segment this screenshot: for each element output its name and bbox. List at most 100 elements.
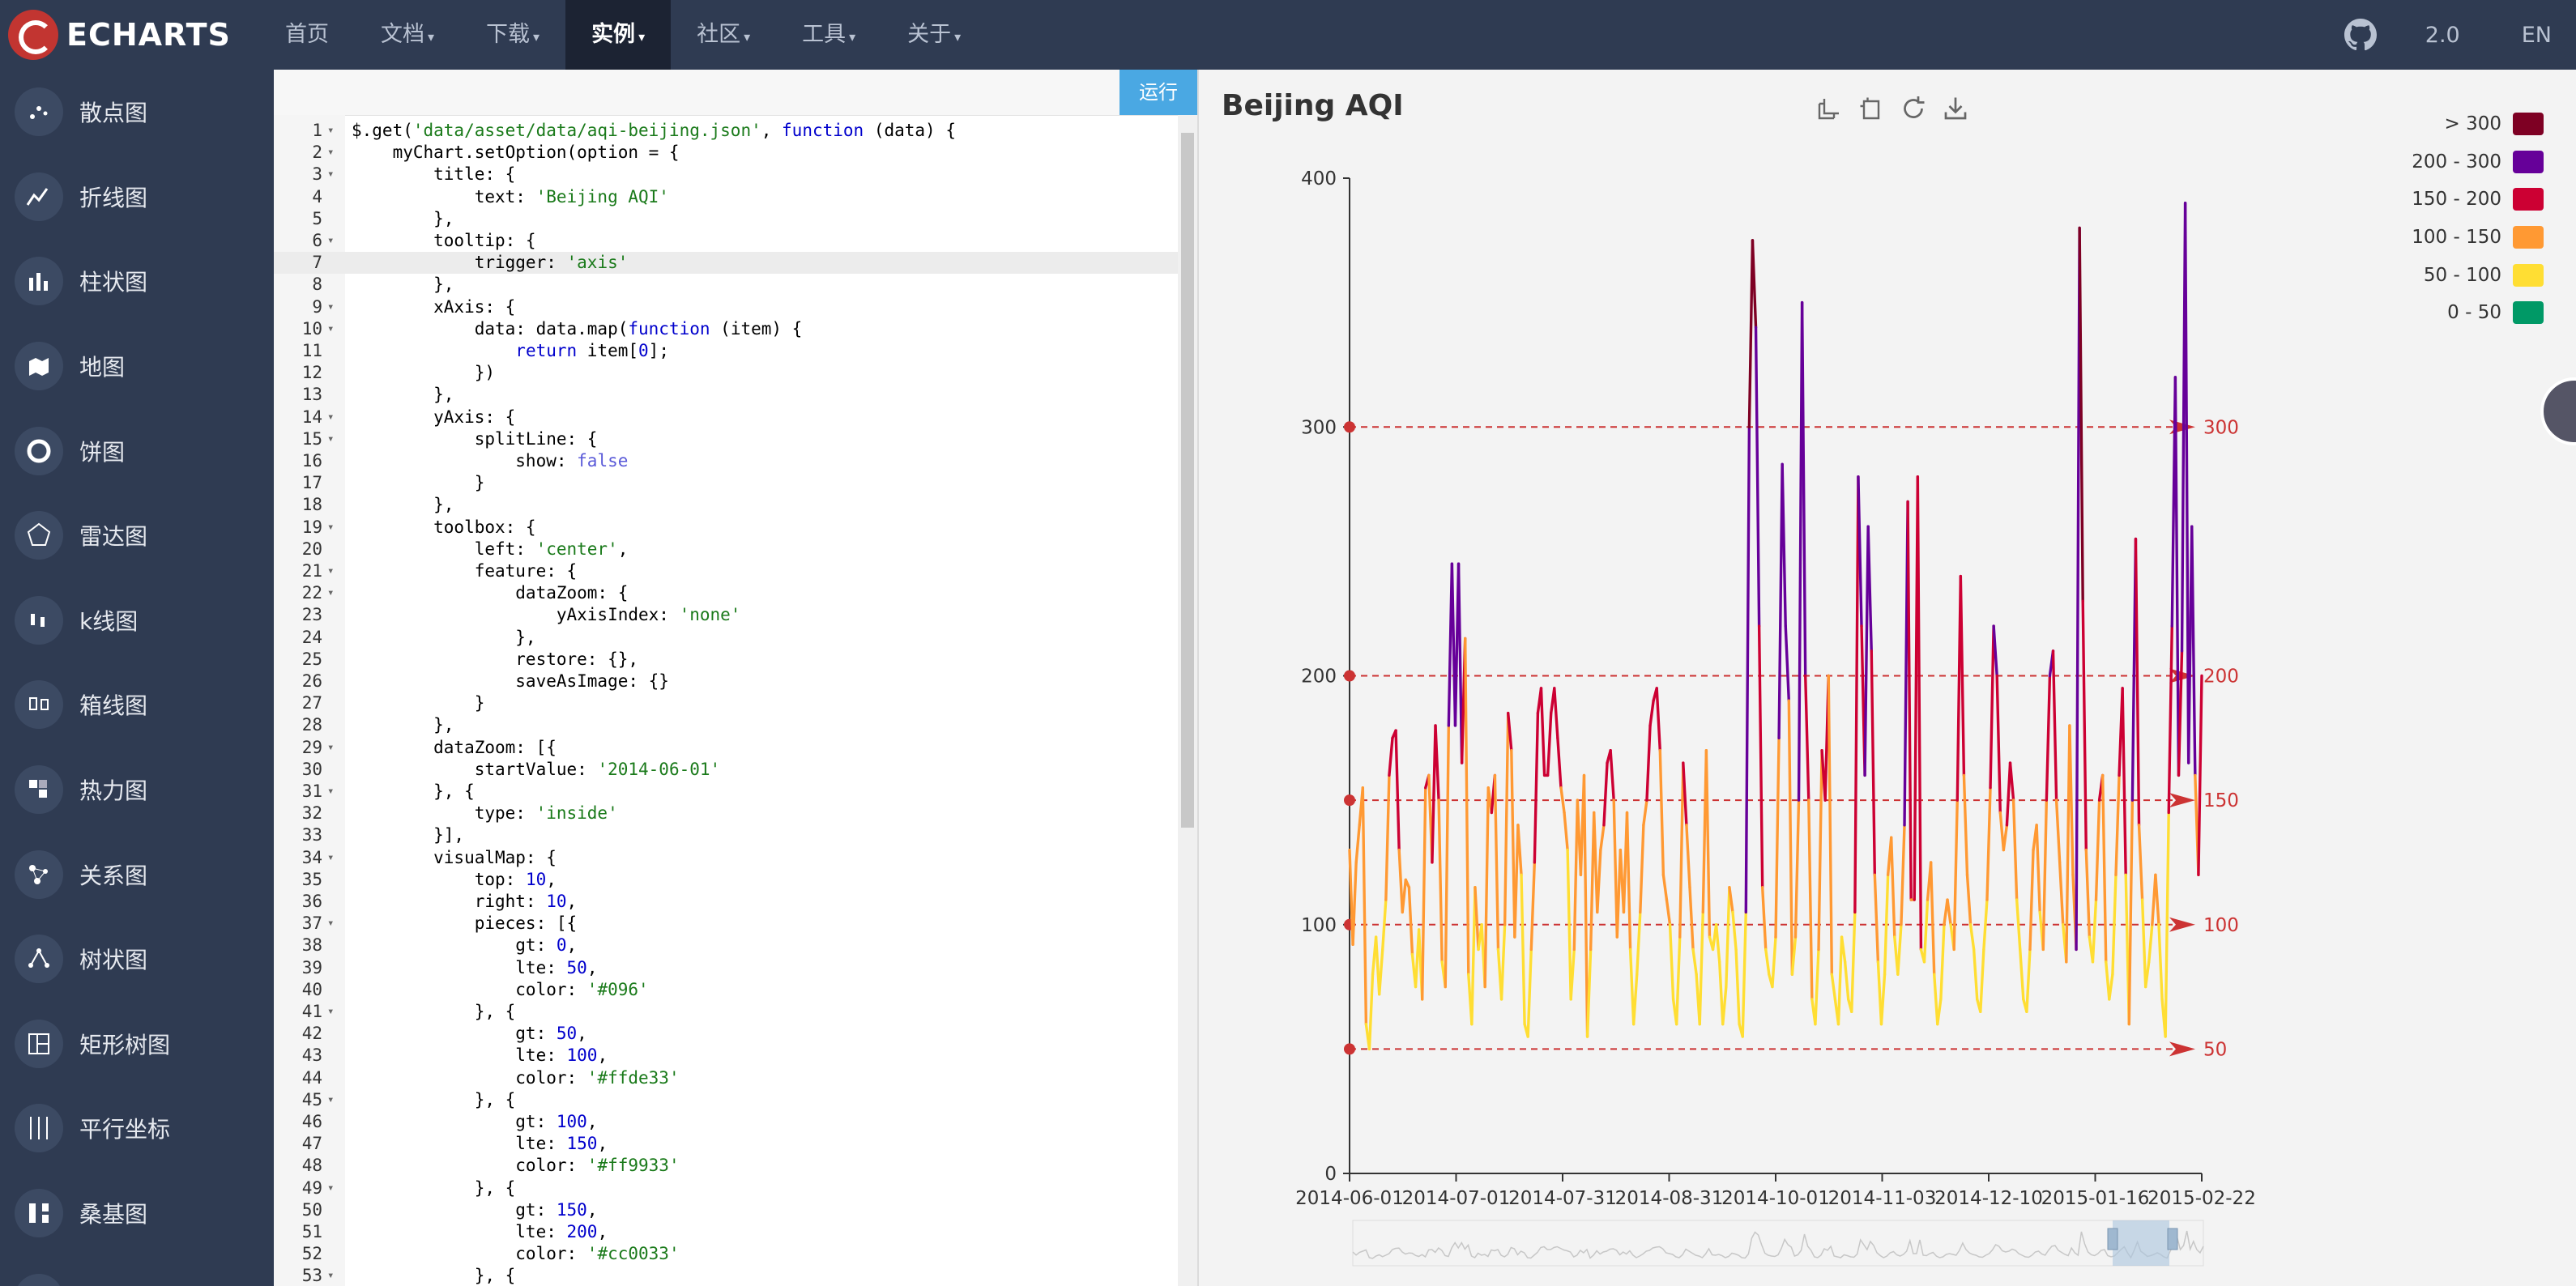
nav-item-6[interactable]: 关于 ▾	[881, 0, 987, 70]
sidebar-item-candlestick[interactable]: k线图	[0, 578, 274, 663]
fold-toggle-icon[interactable]: ▾	[327, 234, 335, 247]
code-line[interactable]: 46 gt: 100,	[274, 1111, 1178, 1133]
code-line[interactable]: 37 ▾ pieces: [{	[274, 913, 1178, 935]
code-line[interactable]: 24 },	[274, 627, 1178, 649]
code-line[interactable]: 35 top: 10,	[274, 869, 1178, 891]
code-line[interactable]: 23 yAxisIndex: 'none'	[274, 604, 1178, 626]
aqi-line-chart[interactable]: 0 100 200 300 400 2014-06-012014-07-012014-07…	[1199, 70, 2576, 1286]
run-button[interactable]: 运行	[1120, 70, 1197, 115]
code-line[interactable]: 10 ▾ data: data.map(function (item) {	[274, 318, 1178, 340]
language-switch[interactable]: EN	[2521, 22, 2552, 48]
nav-item-3[interactable]: 实例 ▾	[565, 0, 672, 70]
nav-item-5[interactable]: 工具 ▾	[776, 0, 881, 70]
code-line[interactable]: 19 ▾ toolbox: {	[274, 517, 1178, 539]
zoom-reset-icon[interactable]	[1857, 94, 1886, 123]
code-line[interactable]: 9 ▾ xAxis: {	[274, 296, 1178, 318]
sidebar-item-radar[interactable]: 雷达图	[0, 493, 274, 578]
code-line[interactable]: 15 ▾ splitLine: {	[274, 428, 1178, 450]
code-line[interactable]: 31 ▾ }, {	[274, 781, 1178, 803]
fold-toggle-icon[interactable]: ▾	[327, 300, 335, 313]
fold-toggle-icon[interactable]: ▾	[327, 740, 335, 754]
fold-toggle-icon[interactable]: ▾	[327, 168, 335, 181]
code-line[interactable]: 11 return item[0];	[274, 340, 1178, 362]
fold-toggle-icon[interactable]: ▾	[327, 564, 335, 577]
fold-toggle-icon[interactable]: ▾	[327, 1005, 335, 1018]
code-line[interactable]: 3 ▾ title: {	[274, 164, 1178, 185]
fold-toggle-icon[interactable]: ▾	[327, 520, 335, 534]
fold-toggle-icon[interactable]: ▾	[327, 322, 335, 335]
code-line[interactable]: 41 ▾ }, {	[274, 1001, 1178, 1023]
code-line[interactable]: 38 gt: 0,	[274, 935, 1178, 956]
code-line[interactable]: 6 ▾ tooltip: {	[274, 230, 1178, 252]
code-line[interactable]: 1 ▾ $.get('data/asset/data/aqi-beijing.jso…	[274, 120, 1178, 142]
sidebar-item-graph[interactable]: 关系图	[0, 832, 274, 917]
code-line[interactable]: 42 gt: 50,	[274, 1023, 1178, 1045]
code-line[interactable]: 20 left: 'center',	[274, 539, 1178, 560]
code-line[interactable]: 49 ▾ }, {	[274, 1177, 1178, 1199]
fold-toggle-icon[interactable]: ▾	[327, 146, 335, 160]
restore-icon[interactable]	[1899, 94, 1928, 123]
code-line[interactable]: 52 color: '#cc0033'	[274, 1243, 1178, 1265]
code-line[interactable]: 5 },	[274, 208, 1178, 230]
code-line[interactable]: 34 ▾ visualMap: {	[274, 847, 1178, 869]
sidebar-item-line-chart[interactable]: 折线图	[0, 155, 274, 240]
legend-item[interactable]: 200 - 300	[2412, 143, 2544, 181]
sidebar-item-heatmap[interactable]: 热力图	[0, 747, 274, 832]
code-line[interactable]: 7 trigger: 'axis'	[274, 252, 1178, 275]
editor-scroll-thumb[interactable]	[1181, 133, 1194, 828]
legend-item[interactable]: 0 - 50	[2412, 294, 2544, 332]
sidebar-item-treemap[interactable]: 矩形树图	[0, 1002, 274, 1087]
code-line[interactable]: 17 }	[274, 472, 1178, 494]
sidebar-item-pie-chart[interactable]: 饼图	[0, 408, 274, 493]
sidebar-item-boxplot[interactable]: 箱线图	[0, 662, 274, 747]
code-line[interactable]: 13 },	[274, 384, 1178, 406]
code-area[interactable]: 1 ▾ $.get('data/asset/data/aqi-beijing.jso…	[274, 115, 1197, 1286]
version-link[interactable]: 2.0	[2425, 22, 2460, 48]
fold-toggle-icon[interactable]: ▾	[327, 1181, 335, 1194]
code-line[interactable]: 21 ▾ feature: {	[274, 560, 1178, 582]
code-line[interactable]: 12 })	[274, 362, 1178, 384]
code-line[interactable]: 2 ▾ myChart.setOption(option = {	[274, 142, 1178, 164]
editor-scrollbar[interactable]	[1178, 115, 1197, 1286]
sidebar-item-scatter[interactable]: 散点图	[0, 70, 274, 155]
code-line[interactable]: 28 },	[274, 714, 1178, 736]
code-line[interactable]: 16 show: false	[274, 450, 1178, 472]
code-line[interactable]: 48 color: '#ff9933'	[274, 1155, 1178, 1177]
fold-toggle-icon[interactable]: ▾	[327, 917, 335, 930]
sidebar-item-parallel[interactable]: 平行坐标	[0, 1086, 274, 1171]
fold-toggle-icon[interactable]: ▾	[327, 1092, 335, 1106]
code-line[interactable]: 4 text: 'Beijing AQI'	[274, 186, 1178, 208]
github-icon[interactable]	[2344, 19, 2377, 51]
code-line[interactable]: 39 lte: 50,	[274, 957, 1178, 979]
sidebar-item-more[interactable]	[0, 1255, 274, 1286]
fold-toggle-icon[interactable]: ▾	[327, 432, 335, 445]
fold-toggle-icon[interactable]: ▾	[327, 410, 335, 424]
code-line[interactable]: 22 ▾ dataZoom: {	[274, 582, 1178, 604]
code-line[interactable]: 14 ▾ yAxis: {	[274, 407, 1178, 428]
code-line[interactable]: 18 },	[274, 494, 1178, 516]
code-line[interactable]: 50 gt: 150,	[274, 1199, 1178, 1221]
code-line[interactable]: 45 ▾ }, {	[274, 1089, 1178, 1111]
code-line[interactable]: 40 color: '#096'	[274, 979, 1178, 1001]
sidebar-item-map[interactable]: 地图	[0, 324, 274, 409]
zoom-area-icon[interactable]	[1815, 94, 1844, 123]
code-line[interactable]: 44 color: '#ffde33'	[274, 1067, 1178, 1089]
code-line[interactable]: 47 lte: 150,	[274, 1133, 1178, 1155]
code-line[interactable]: 26 saveAsImage: {}	[274, 671, 1178, 692]
fold-toggle-icon[interactable]: ▾	[327, 124, 335, 137]
code-line[interactable]: 27 }	[274, 692, 1178, 714]
legend-item[interactable]: > 300	[2412, 105, 2544, 143]
code-line[interactable]: 36 right: 10,	[274, 891, 1178, 913]
code-line[interactable]: 30 startValue: '2014-06-01'	[274, 759, 1178, 781]
fold-toggle-icon[interactable]: ▾	[327, 1269, 335, 1283]
code-line[interactable]: 25 restore: {},	[274, 649, 1178, 671]
sidebar-item-sankey[interactable]: 桑基图	[0, 1171, 274, 1256]
legend-item[interactable]: 50 - 100	[2412, 256, 2544, 294]
save-image-icon[interactable]	[1941, 94, 1970, 123]
nav-item-1[interactable]: 文档 ▾	[355, 0, 460, 70]
code-line[interactable]: 32 type: 'inside'	[274, 803, 1178, 824]
fold-toggle-icon[interactable]: ▾	[327, 850, 335, 864]
nav-item-4[interactable]: 社区 ▾	[671, 0, 776, 70]
code-line[interactable]: 51 lte: 200,	[274, 1221, 1178, 1243]
echarts-logo[interactable]: ECHARTS	[8, 5, 231, 65]
